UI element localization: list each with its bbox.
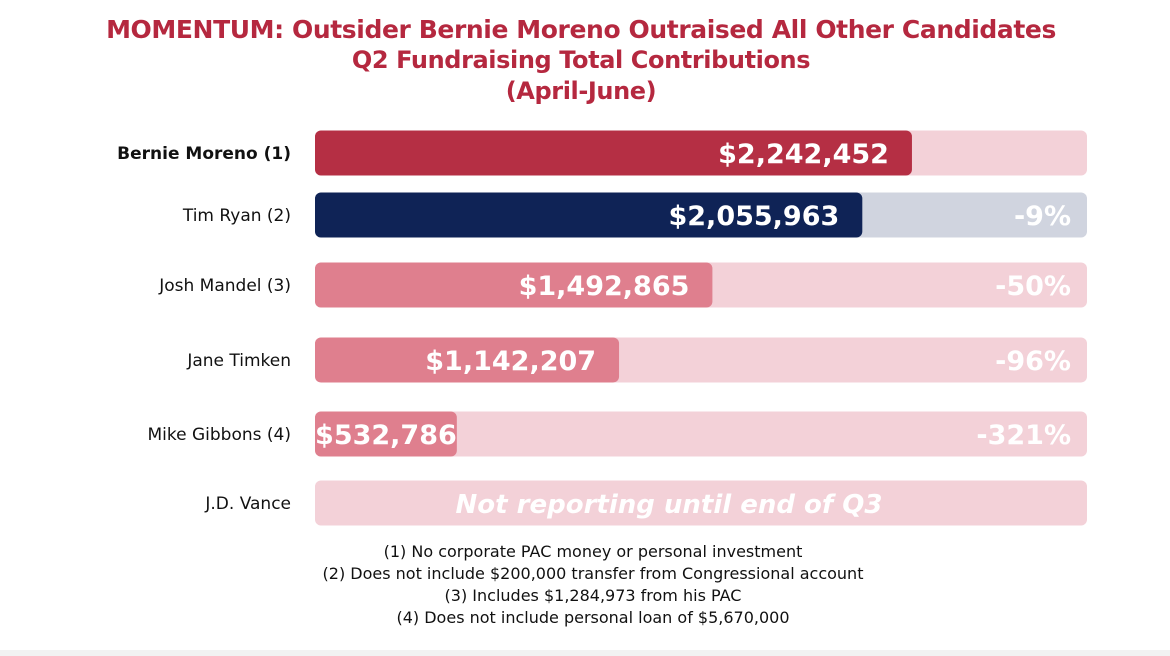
- footnote-3: (3) Includes $1,284,973 from his PAC: [444, 586, 742, 605]
- value-label: $2,242,452: [718, 139, 889, 170]
- title-line-3: (April-June): [505, 77, 657, 105]
- value-label: $1,492,865: [519, 271, 690, 302]
- bar-row: J.D. Vance Not reporting until end of Q3: [204, 480, 1087, 526]
- difference-label: -96%: [995, 346, 1071, 377]
- category-label: Josh Mandel (3): [158, 276, 291, 296]
- bar: [315, 337, 620, 383]
- bar: [315, 262, 713, 308]
- category-label: Jane Timken: [186, 351, 291, 371]
- title-line-2: Q2 Fundraising Total Contributions: [351, 46, 811, 74]
- bar-row: Jane Timken $1,142,207 -96%: [186, 337, 1087, 383]
- bar-track: [315, 411, 1087, 457]
- bar: [315, 411, 457, 457]
- bar-row: Mike Gibbons (4) $532,786 -321%: [148, 411, 1087, 457]
- bar-row: Josh Mandel (3) $1,492,865 -50%: [158, 262, 1087, 308]
- value-label: $2,055,963: [668, 201, 839, 232]
- title-line-1: MOMENTUM: Outsider Bernie Moreno Outrais…: [106, 15, 1056, 44]
- value-label: $1,142,207: [425, 346, 596, 377]
- difference-label: -321%: [976, 420, 1071, 451]
- bar-row: Bernie Moreno (1) $2,242,452: [117, 130, 1087, 176]
- category-label: Bernie Moreno (1): [117, 144, 291, 164]
- difference-label: -50%: [995, 271, 1071, 302]
- footnote-2: (2) Does not include $200,000 transfer f…: [322, 564, 864, 583]
- chart-title: MOMENTUM: Outsider Bernie Moreno Outrais…: [0, 14, 1162, 107]
- category-label: Tim Ryan (2): [182, 206, 291, 226]
- bottom-strip: [0, 650, 1170, 656]
- category-label: Mike Gibbons (4): [148, 425, 292, 445]
- bar: [315, 130, 912, 176]
- bar-track: [315, 480, 1087, 526]
- footnotes: (1) No corporate PAC money or personal i…: [0, 541, 1170, 629]
- footnote-1: (1) No corporate PAC money or personal i…: [383, 542, 803, 561]
- bar: [315, 192, 863, 238]
- note-label: Not reporting until end of Q3: [456, 490, 883, 520]
- bar-row: Tim Ryan (2) $2,055,963 -9%: [182, 192, 1087, 238]
- value-label: $532,786: [315, 420, 457, 451]
- difference-label: -9%: [1014, 201, 1071, 232]
- footnote-4: (4) Does not include personal loan of $5…: [396, 608, 790, 627]
- category-label: J.D. Vance: [204, 494, 291, 514]
